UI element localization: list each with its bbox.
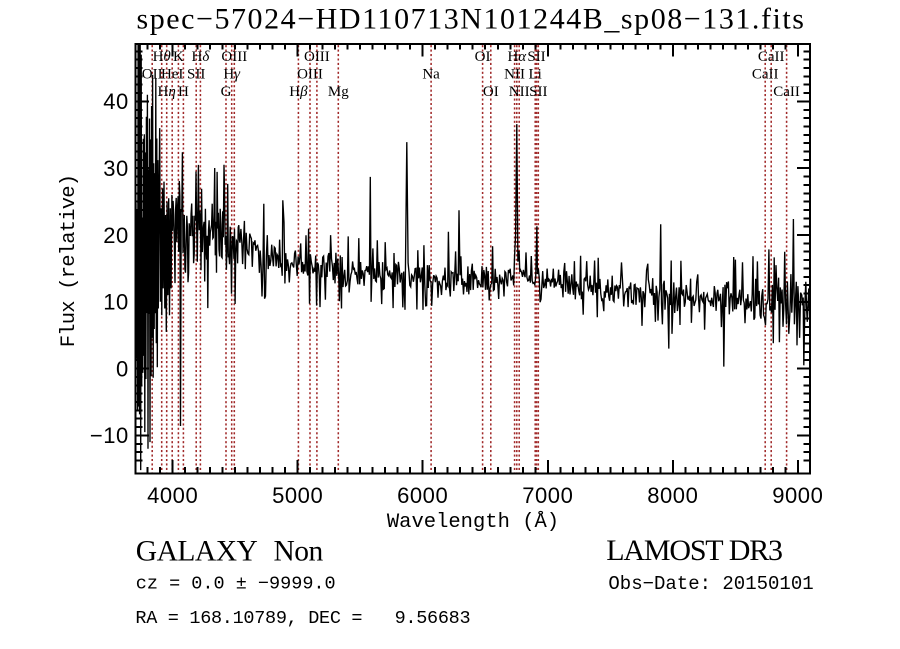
svg-text:G: G [221, 84, 232, 100]
svg-text:40: 40 [103, 89, 129, 114]
svg-text:OIII: OIII [221, 49, 247, 65]
svg-text:0: 0 [116, 356, 129, 381]
svg-text:5000: 5000 [272, 483, 323, 508]
svg-text:Obs−Date: 20150101: Obs−Date: 20150101 [608, 573, 813, 595]
svg-text:NII: NII [504, 67, 525, 83]
svg-text:LAMOST DR3: LAMOST DR3 [606, 534, 782, 567]
svg-text:20: 20 [103, 223, 129, 248]
svg-text:OIII: OIII [304, 49, 330, 65]
svg-text:10: 10 [103, 290, 129, 315]
svg-text:SII: SII [527, 49, 545, 65]
svg-text:30: 30 [103, 156, 129, 181]
svg-text:CaII: CaII [773, 84, 800, 100]
svg-text:6000: 6000 [397, 483, 448, 508]
svg-text:9000: 9000 [772, 483, 823, 508]
svg-text:Na: Na [422, 67, 440, 83]
svg-text:Hγ: Hγ [223, 67, 241, 83]
svg-text:SII: SII [187, 67, 205, 83]
svg-text:7000: 7000 [522, 483, 573, 508]
svg-text:Hθ: Hθ [153, 49, 172, 65]
svg-text:Hβ: Hβ [289, 84, 308, 100]
svg-text:Mg: Mg [328, 84, 349, 100]
svg-text:OII: OII [142, 67, 163, 83]
svg-text:RA = 168.10789, DEC = 9.5668: RA = 168.10789, DEC = 9.56683 [135, 608, 470, 629]
svg-text:HeI: HeI [161, 67, 184, 83]
svg-text:SII: SII [529, 84, 547, 100]
svg-text:Hη: Hη [158, 84, 176, 100]
svg-text:8000: 8000 [647, 483, 698, 508]
svg-text:spec−57024−HD110713N101244B_sp: spec−57024−HD110713N101244B_sp08−131.fit… [136, 2, 805, 35]
svg-text:cz = 0.0 ± −9999.0: cz = 0.0 ± −9999.0 [136, 574, 336, 595]
svg-text:OIII: OIII [297, 67, 323, 83]
svg-text:Hδ: Hδ [191, 49, 210, 65]
svg-text:OI: OI [475, 49, 491, 65]
svg-text:4000: 4000 [147, 483, 198, 508]
svg-text:Li: Li [529, 67, 542, 83]
svg-text:−10: −10 [90, 423, 129, 448]
svg-text:Flux (relative): Flux (relative) [58, 175, 81, 348]
svg-text:CaII: CaII [752, 67, 779, 83]
svg-text:CaII: CaII [758, 49, 785, 65]
svg-text:H: H [178, 84, 189, 100]
svg-text:Hα: Hα [507, 49, 527, 65]
svg-text:Wavelength (Å): Wavelength (Å) [387, 511, 559, 534]
svg-text:K: K [173, 49, 184, 65]
svg-text:NII: NII [509, 84, 530, 100]
svg-text:OI: OI [483, 84, 499, 100]
